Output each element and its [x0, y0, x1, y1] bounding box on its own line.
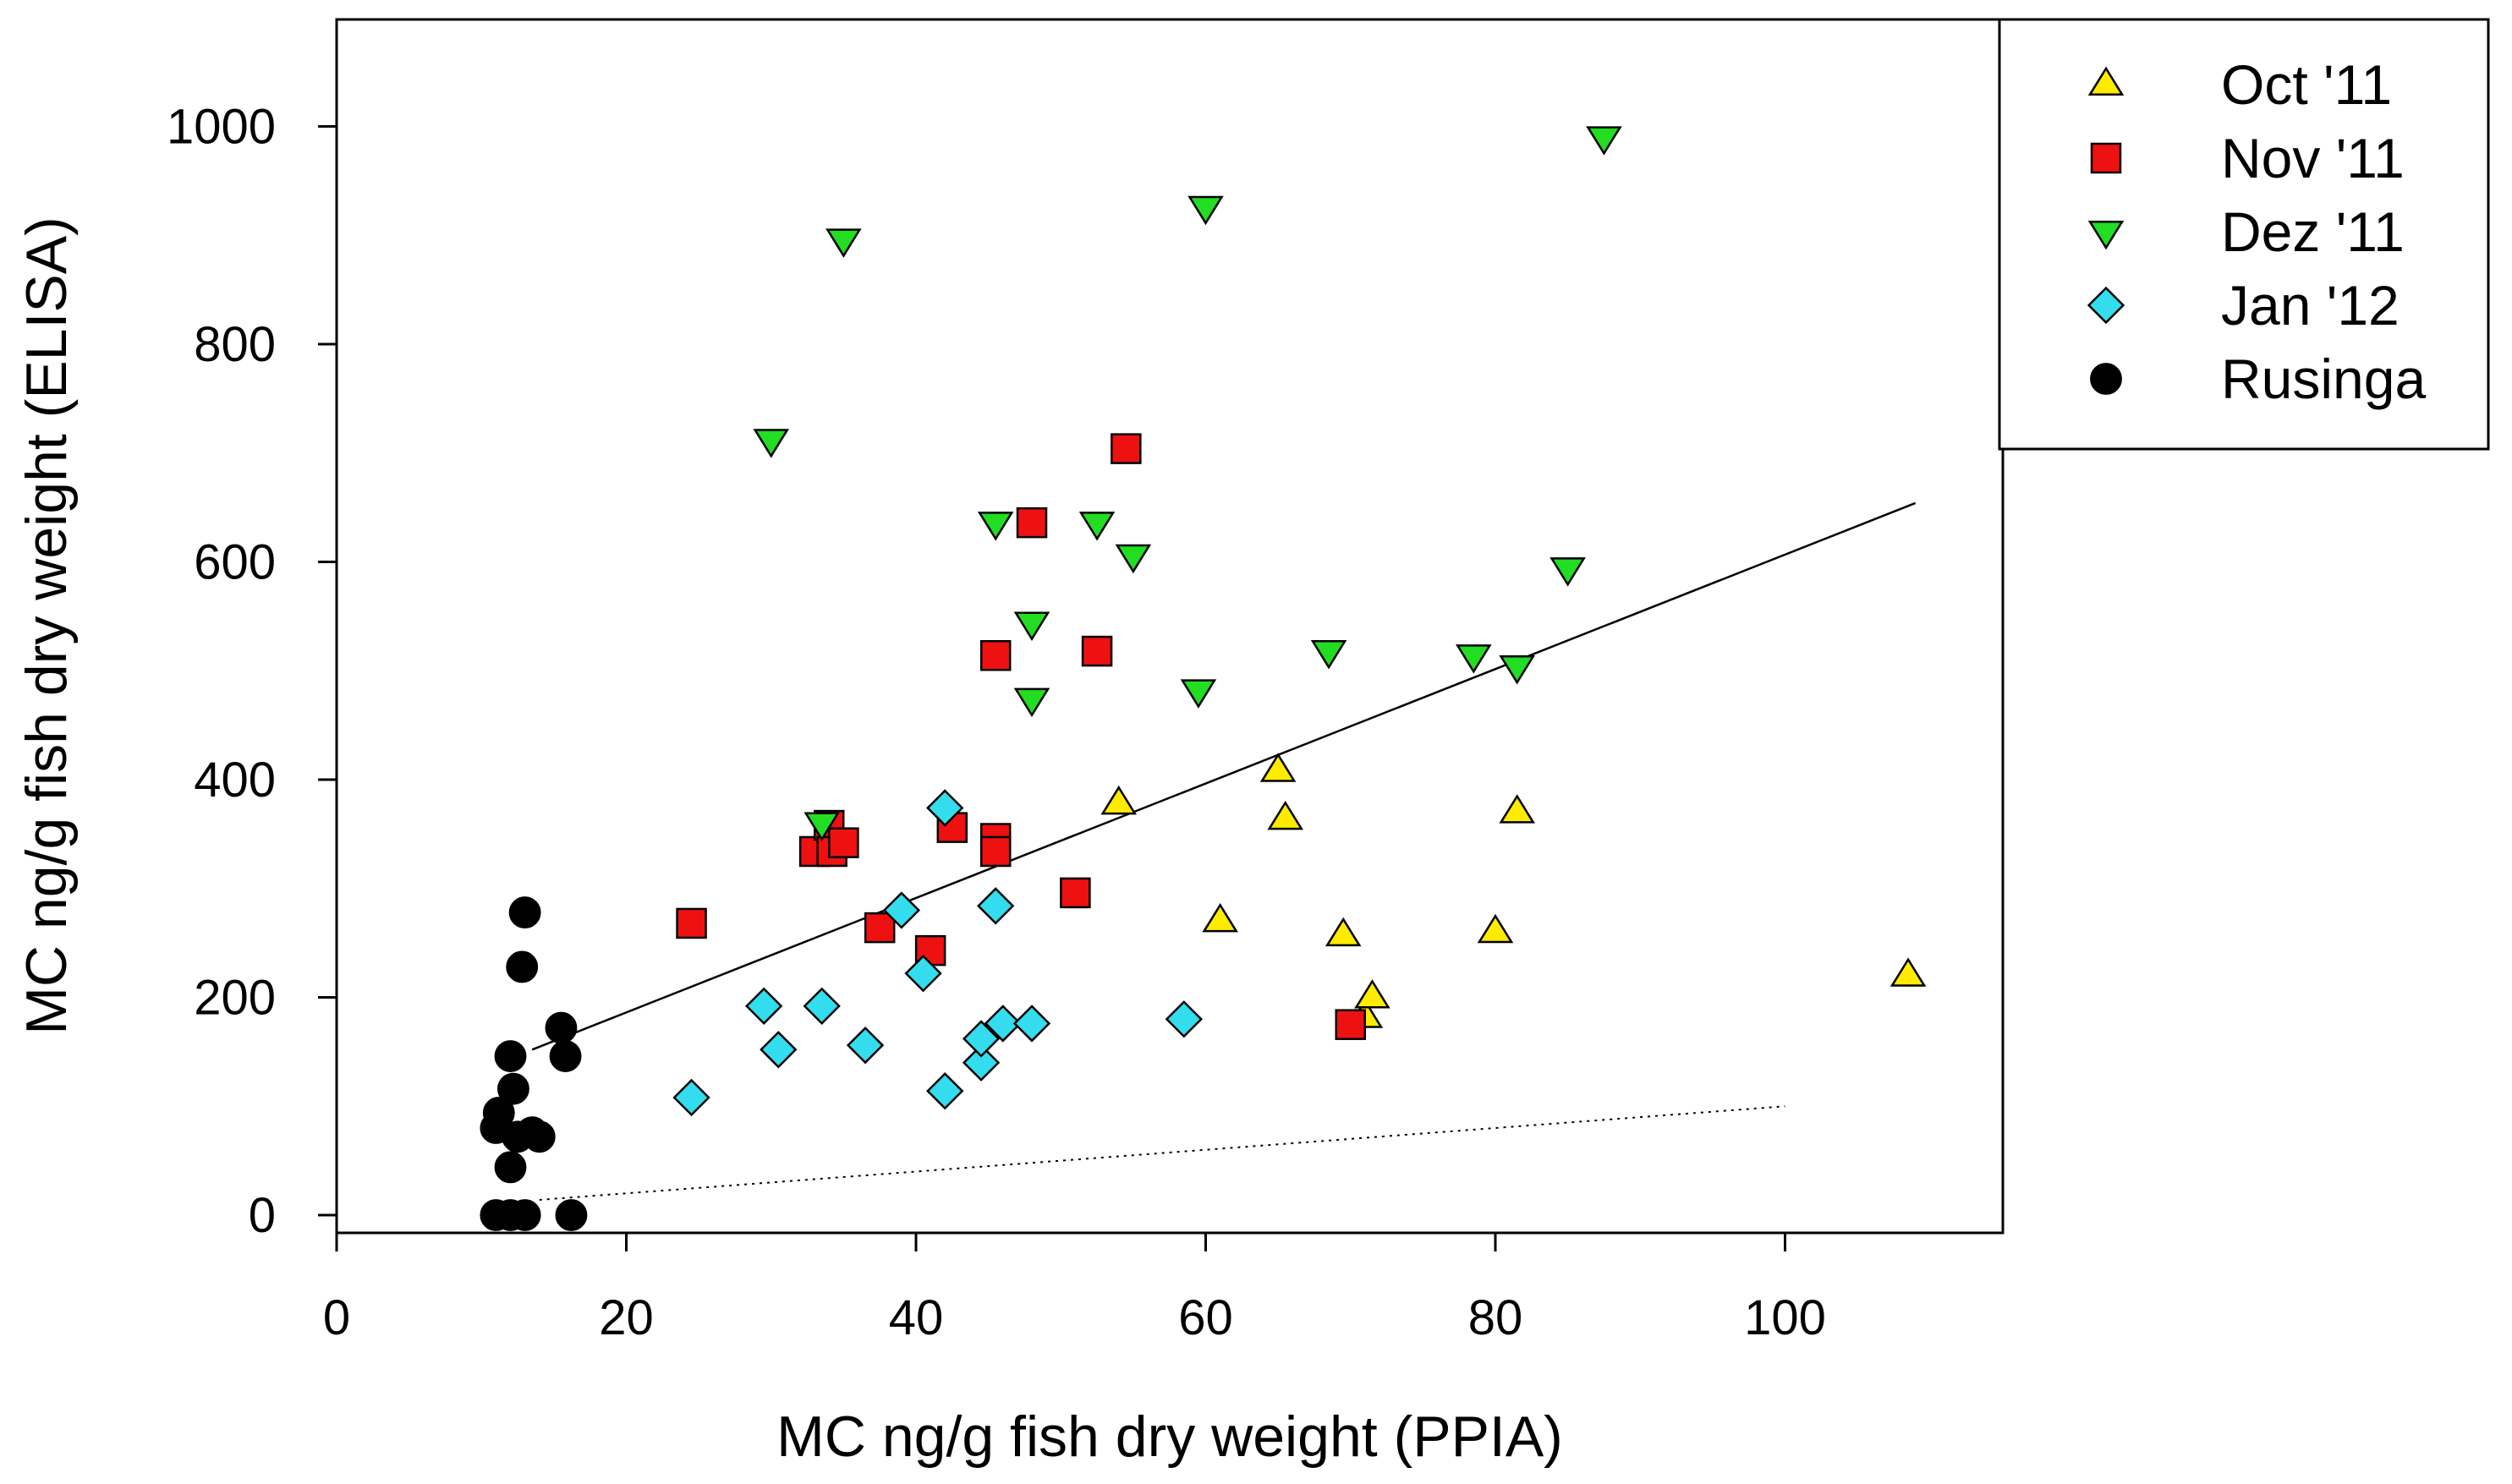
legend-marker-oct-11 — [2087, 66, 2125, 96]
point-dez-11 — [1187, 195, 1224, 226]
point-nov-11 — [864, 912, 896, 944]
point-oct-11 — [1202, 902, 1238, 933]
x-tick-label: 60 — [1178, 1290, 1233, 1345]
point-rusinga — [482, 1097, 515, 1129]
y-tick-label: 200 — [194, 971, 276, 1026]
point-dez-11 — [1013, 687, 1050, 718]
point-rusinga — [496, 1072, 529, 1105]
legend-label-oct-11: Oct '11 — [2221, 53, 2392, 116]
point-oct-11 — [1100, 785, 1138, 815]
point-nov-11 — [979, 639, 1012, 671]
point-dez-11 — [1013, 611, 1050, 642]
point-nov-11 — [1111, 433, 1142, 464]
legend-label-rusinga: Rusinga — [2221, 348, 2426, 410]
legend-marker-nov-11 — [2090, 142, 2122, 174]
point-dez-11 — [1078, 512, 1116, 541]
legend-label-jan-12: Jan '12 — [2221, 274, 2400, 337]
point-dez-11 — [977, 512, 1014, 541]
point-jan-12 — [984, 1005, 1022, 1043]
point-nov-11 — [1060, 877, 1091, 909]
point-dez-11 — [1115, 544, 1152, 574]
point-dez-11 — [1549, 557, 1586, 587]
point-dez-11 — [1586, 126, 1622, 156]
point-jan-12 — [962, 1020, 1001, 1058]
point-rusinga — [545, 1011, 578, 1044]
legend-marker-rusinga — [2090, 363, 2122, 395]
plot-frame — [335, 18, 2005, 1235]
point-oct-11 — [1477, 913, 1514, 944]
point-nov-11 — [1016, 507, 1048, 539]
data-points — [480, 126, 1927, 1231]
point-nov-11 — [828, 827, 859, 858]
point-nov-11 — [676, 907, 707, 939]
point-rusinga — [523, 1120, 556, 1153]
point-rusinga — [508, 1199, 541, 1231]
point-oct-11 — [1259, 753, 1297, 782]
x-tick-label: 0 — [323, 1290, 350, 1345]
point-jan-12 — [904, 955, 942, 993]
point-rusinga — [506, 950, 539, 983]
point-jan-12 — [882, 891, 921, 929]
point-dez-11 — [1310, 640, 1347, 670]
legend-marker-dez-11 — [2087, 220, 2125, 250]
y-tick-label: 0 — [249, 1188, 276, 1243]
point-rusinga — [494, 1151, 527, 1184]
y-axis-title: MC ng/g fish dry weight (ELISA) — [14, 216, 79, 1034]
point-nov-11 — [914, 934, 946, 967]
point-jan-12 — [1165, 1000, 1203, 1038]
point-jan-12 — [846, 1026, 885, 1065]
point-oct-11 — [1267, 800, 1303, 830]
point-jan-12 — [962, 1043, 1001, 1082]
point-rusinga — [508, 896, 541, 929]
point-rusinga — [549, 1040, 582, 1072]
point-jan-12 — [745, 987, 783, 1025]
point-jan-12 — [926, 789, 964, 827]
point-jan-12 — [760, 1031, 798, 1069]
point-dez-11 — [753, 429, 790, 458]
legend-marker-jan-12 — [2087, 286, 2125, 325]
y-tick-label: 1000 — [167, 100, 276, 155]
point-jan-12 — [977, 887, 1015, 925]
point-dez-11 — [804, 812, 840, 841]
legend: Oct '11 Nov '11 Dez '11 Jan '12 Rusinga — [1998, 18, 2490, 451]
y-tick-label: 600 — [194, 535, 276, 590]
point-dez-11 — [1456, 644, 1492, 674]
point-oct-11 — [1354, 979, 1390, 1009]
point-nov-11 — [979, 835, 1012, 868]
regression-line — [531, 501, 1917, 1051]
point-oct-11 — [1325, 917, 1362, 947]
x-axis-ticks: 0 20 40 60 80 100 — [323, 1233, 1826, 1345]
x-tick-label: 40 — [889, 1290, 944, 1345]
point-nov-11 — [1335, 1009, 1366, 1040]
point-rusinga — [494, 1040, 527, 1072]
point-jan-12 — [803, 987, 841, 1025]
point-nov-11 — [1081, 635, 1113, 667]
point-jan-12 — [926, 1072, 964, 1110]
y-axis-ticks: 0 200 400 600 800 1000 — [167, 100, 337, 1243]
x-tick-label: 20 — [599, 1290, 654, 1345]
y-tick-label: 400 — [194, 753, 276, 808]
point-oct-11 — [1499, 794, 1535, 824]
legend-box — [1998, 18, 2490, 451]
legend-label-nov-11: Nov '11 — [2221, 127, 2405, 189]
point-rusinga — [555, 1199, 588, 1231]
legend-label-dez-11: Dez '11 — [2221, 200, 2405, 263]
x-tick-label: 80 — [1468, 1290, 1523, 1345]
fit-lines — [531, 501, 1917, 1201]
point-oct-11 — [1889, 957, 1927, 987]
x-axis-title: MC ng/g fish dry weight (PPIA) — [776, 1405, 1563, 1469]
point-dez-11 — [1499, 655, 1535, 685]
point-dez-11 — [825, 228, 862, 258]
point-dez-11 — [1180, 679, 1217, 709]
y-tick-label: 800 — [194, 317, 276, 372]
point-jan-12 — [672, 1078, 710, 1117]
reference-line-1to1 — [539, 1105, 1785, 1201]
x-tick-label: 100 — [1744, 1290, 1826, 1345]
point-jan-12 — [1012, 1005, 1051, 1043]
